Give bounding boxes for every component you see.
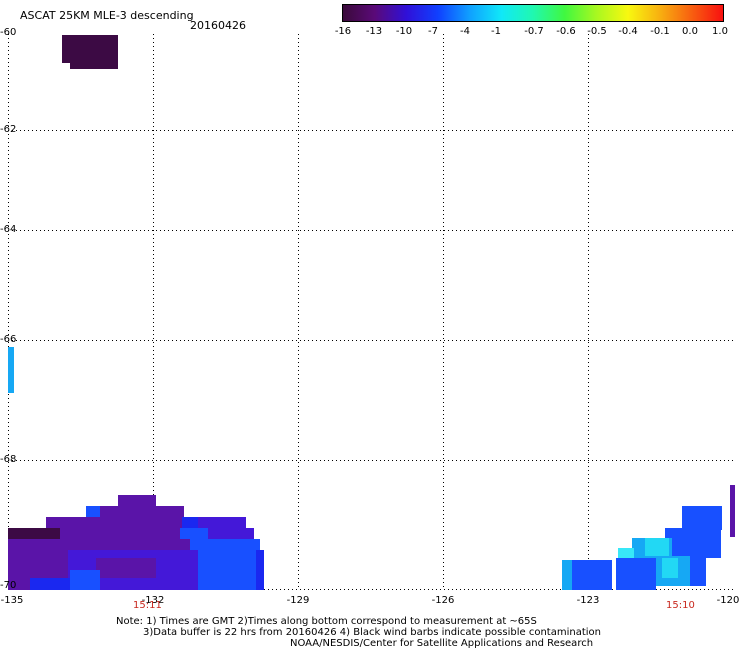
- product-title: ASCAT 25KM MLE-3 descending: [20, 9, 194, 22]
- colorbar-label: -0.5: [587, 26, 607, 37]
- latitude-label: -70: [0, 580, 17, 591]
- note-line-2: 3)Data buffer is 22 hrs from 20160426 4)…: [143, 627, 601, 638]
- colorbar-label: -4: [460, 26, 470, 37]
- wind-data-patch-topleft: [62, 35, 118, 69]
- latitude-label: -68: [0, 454, 17, 465]
- latitude-label: -66: [0, 334, 17, 345]
- wind-data-swath-bottomleft: [8, 495, 264, 590]
- product-date: 20160426: [190, 19, 246, 32]
- wind-data-strip-left: [8, 347, 14, 393]
- colorbar-label: 1.0: [712, 26, 728, 37]
- wind-data-swath-bottomright: [562, 485, 735, 590]
- latitude-label: -60: [0, 27, 17, 38]
- colorbar: [342, 4, 724, 22]
- longitude-label: -120: [716, 595, 740, 606]
- colorbar-label: -0.6: [556, 26, 576, 37]
- colorbar-label: -16: [334, 26, 352, 37]
- colorbar-label: -13: [365, 26, 383, 37]
- longitude-label: -123: [576, 595, 600, 606]
- colorbar-label: -7: [428, 26, 438, 37]
- time-label: 15:11: [133, 600, 162, 611]
- longitude-label: -129: [286, 595, 310, 606]
- note-line-1: Note: 1) Times are GMT 2)Times along bot…: [116, 616, 537, 627]
- colorbar-label: -10: [395, 26, 413, 37]
- longitude-label: -132: [141, 595, 165, 606]
- map-grid: [8, 34, 733, 590]
- longitude-label: -126: [431, 595, 455, 606]
- latitude-label: -64: [0, 224, 17, 235]
- colorbar-label: -1: [491, 26, 501, 37]
- note-line-3: NOAA/NESDIS/Center for Satellite Applica…: [290, 638, 594, 649]
- colorbar-label: 0.0: [682, 26, 698, 37]
- latitude-label: -62: [0, 124, 17, 135]
- longitude-label: -135: [0, 595, 24, 606]
- colorbar-label: -0.1: [650, 26, 670, 37]
- colorbar-gradient: [343, 5, 723, 21]
- colorbar-label: -0.4: [618, 26, 638, 37]
- colorbar-label: -0.7: [524, 26, 544, 37]
- time-label: 15:10: [666, 600, 695, 611]
